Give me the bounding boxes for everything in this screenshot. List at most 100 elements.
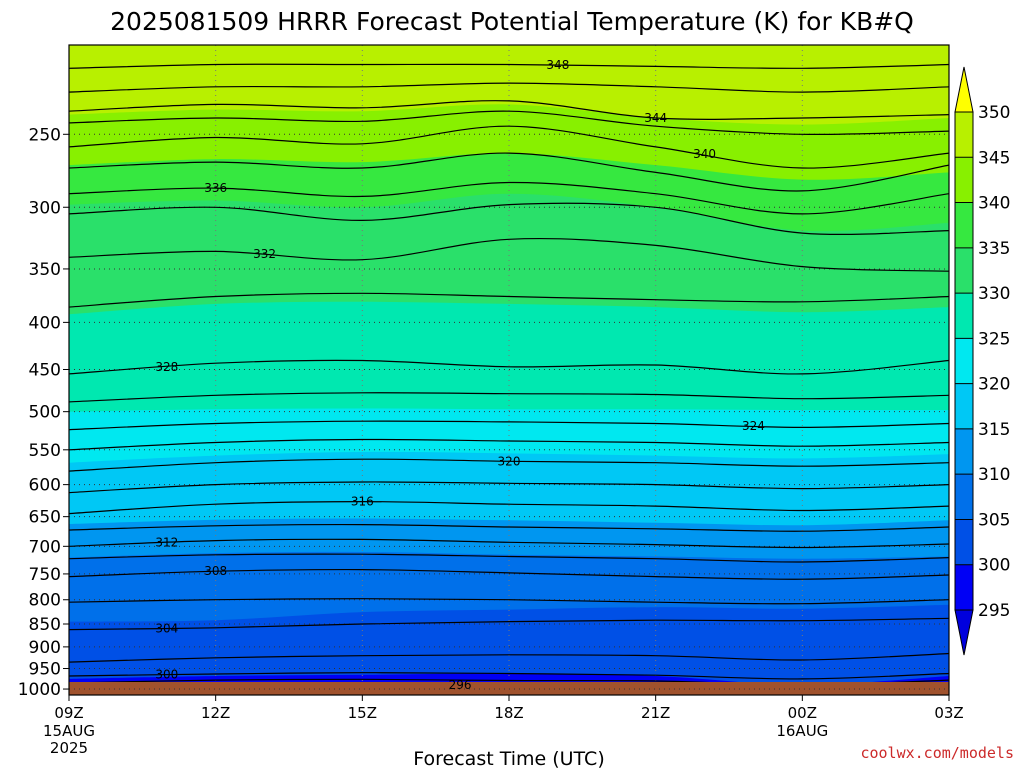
colorbar-band-300 [955, 519, 973, 565]
contour-304 [69, 617, 949, 631]
colorbar-band-340 [955, 157, 973, 203]
contour-320 [69, 458, 949, 472]
colorbar-band-325 [955, 293, 973, 339]
colorbar: 295 300 305 310 315 320 325 330 335 340 345 350 [954, 66, 1010, 656]
colorbar-tick-label: 340 [978, 194, 1010, 214]
colorbar-band-295 [955, 564, 973, 610]
y-tick-label: 500 [29, 403, 61, 423]
contour-label-312: 312 [155, 535, 178, 549]
contour-label-344: 344 [644, 111, 667, 125]
colorbar-band-330 [955, 247, 973, 294]
contour-346 [69, 82, 949, 93]
contour-label-304: 304 [155, 621, 178, 635]
colorbar-band-335 [955, 202, 973, 248]
contour-label-320: 320 [498, 454, 521, 468]
colorbar-band-345 [955, 112, 973, 158]
colorbar-tick-label: 300 [978, 556, 1010, 576]
colorbar-tick-label: 345 [978, 148, 1010, 168]
contour-336 [69, 181, 949, 215]
contour-label-316: 316 [351, 495, 374, 509]
y-tick-label: 600 [29, 476, 61, 496]
y-tick-label: 450 [29, 361, 61, 381]
chart-title: 2025081509 HRRR Forecast Potential Tempe… [110, 7, 914, 36]
contour-label-328: 328 [155, 360, 178, 374]
contour-326 [69, 392, 949, 403]
y-tick-label: 650 [29, 508, 61, 528]
colorbar-tick-label: 330 [978, 284, 1010, 304]
colorbar-tick-label: 315 [978, 420, 1010, 440]
x-tick-label: 12Z [201, 704, 230, 722]
band-345-350 [69, 45, 949, 125]
contour-label-324: 324 [742, 419, 765, 433]
colorbar-band-310 [955, 428, 973, 475]
x-tick-label: 03Z [934, 704, 963, 722]
contour-342 [69, 110, 949, 136]
contour-338 [69, 152, 949, 192]
x-tick-sublabel: 16AUG [776, 722, 828, 740]
contour-310 [69, 553, 949, 563]
colorbar-band-305 [955, 474, 973, 520]
contour-label-308: 308 [204, 564, 227, 578]
contour-label-300: 300 [155, 668, 178, 682]
contour-300 [69, 672, 949, 680]
contour-332 [69, 237, 949, 272]
y-tick-label: 950 [29, 660, 61, 680]
y-tick-label: 350 [29, 260, 61, 280]
colorbar-tick-label: 350 [978, 103, 1010, 123]
y-axis-ticks: 250 300 350 400 450 500 550 600 650 700 750 800 850 9… [18, 125, 69, 700]
y-tick-label: 250 [29, 125, 61, 145]
contour-324 [69, 420, 949, 431]
colorbar-tick-label: 305 [978, 510, 1010, 530]
y-tick-label: 850 [29, 615, 61, 635]
contour-344 [69, 100, 949, 120]
y-tick-label: 1000 [18, 680, 61, 700]
contour-labels: 296 300 304 308 312 316 320 324 328 332 336 340 344 3… [155, 58, 765, 692]
x-tick-label: 18Z [494, 704, 523, 722]
contour-308 [69, 568, 949, 580]
x-axis-label: Forecast Time (UTC) [413, 748, 604, 768]
contour-306 [69, 598, 949, 605]
x-tick-sublabel: 15AUG [43, 722, 95, 740]
contour-312 [69, 538, 949, 549]
colorbar-band-315 [955, 383, 973, 429]
credit-text: coolwx.com/models [860, 744, 1014, 762]
x-tick-sublabel: 2025 [50, 739, 88, 757]
x-tick-label: 21Z [641, 704, 670, 722]
contour-label-296: 296 [449, 678, 472, 692]
y-tick-label: 900 [29, 638, 61, 658]
colorbar-tick-label: 325 [978, 329, 1010, 349]
contour-label-348: 348 [546, 58, 569, 72]
ground-surface [69, 682, 949, 695]
contour-label-332: 332 [253, 247, 276, 261]
contour-298 [87, 678, 949, 682]
contour-330 [69, 292, 949, 308]
colorbar-tick-label: 295 [978, 601, 1010, 621]
contour-lines [69, 63, 949, 682]
y-tick-label: 300 [29, 198, 61, 218]
colorbar-tick-label: 310 [978, 465, 1010, 485]
y-tick-label: 400 [29, 313, 61, 333]
colorbar-band-320 [955, 338, 973, 384]
contour-302 [69, 652, 949, 663]
contour-318 [69, 481, 949, 494]
contour-316 [69, 500, 949, 515]
contour-340 [69, 125, 949, 169]
y-tick-label: 750 [29, 565, 61, 585]
colorbar-tick-label: 320 [978, 375, 1010, 395]
y-tick-label: 700 [29, 537, 61, 557]
contour-314 [69, 523, 949, 532]
contour-label-336: 336 [204, 181, 227, 195]
contour-label-340: 340 [693, 147, 716, 161]
colorbar-tick-label: 335 [978, 239, 1010, 259]
y-tick-label: 550 [29, 441, 61, 461]
x-tick-label: 15Z [348, 704, 377, 722]
y-tick-label: 800 [29, 591, 61, 611]
contour-322 [69, 438, 949, 451]
x-tick-label: 09Z [54, 704, 83, 722]
contour-348 [69, 63, 949, 69]
contour-328 [69, 359, 949, 375]
contour-334 [69, 202, 949, 236]
x-tick-label: 00Z [788, 704, 817, 722]
